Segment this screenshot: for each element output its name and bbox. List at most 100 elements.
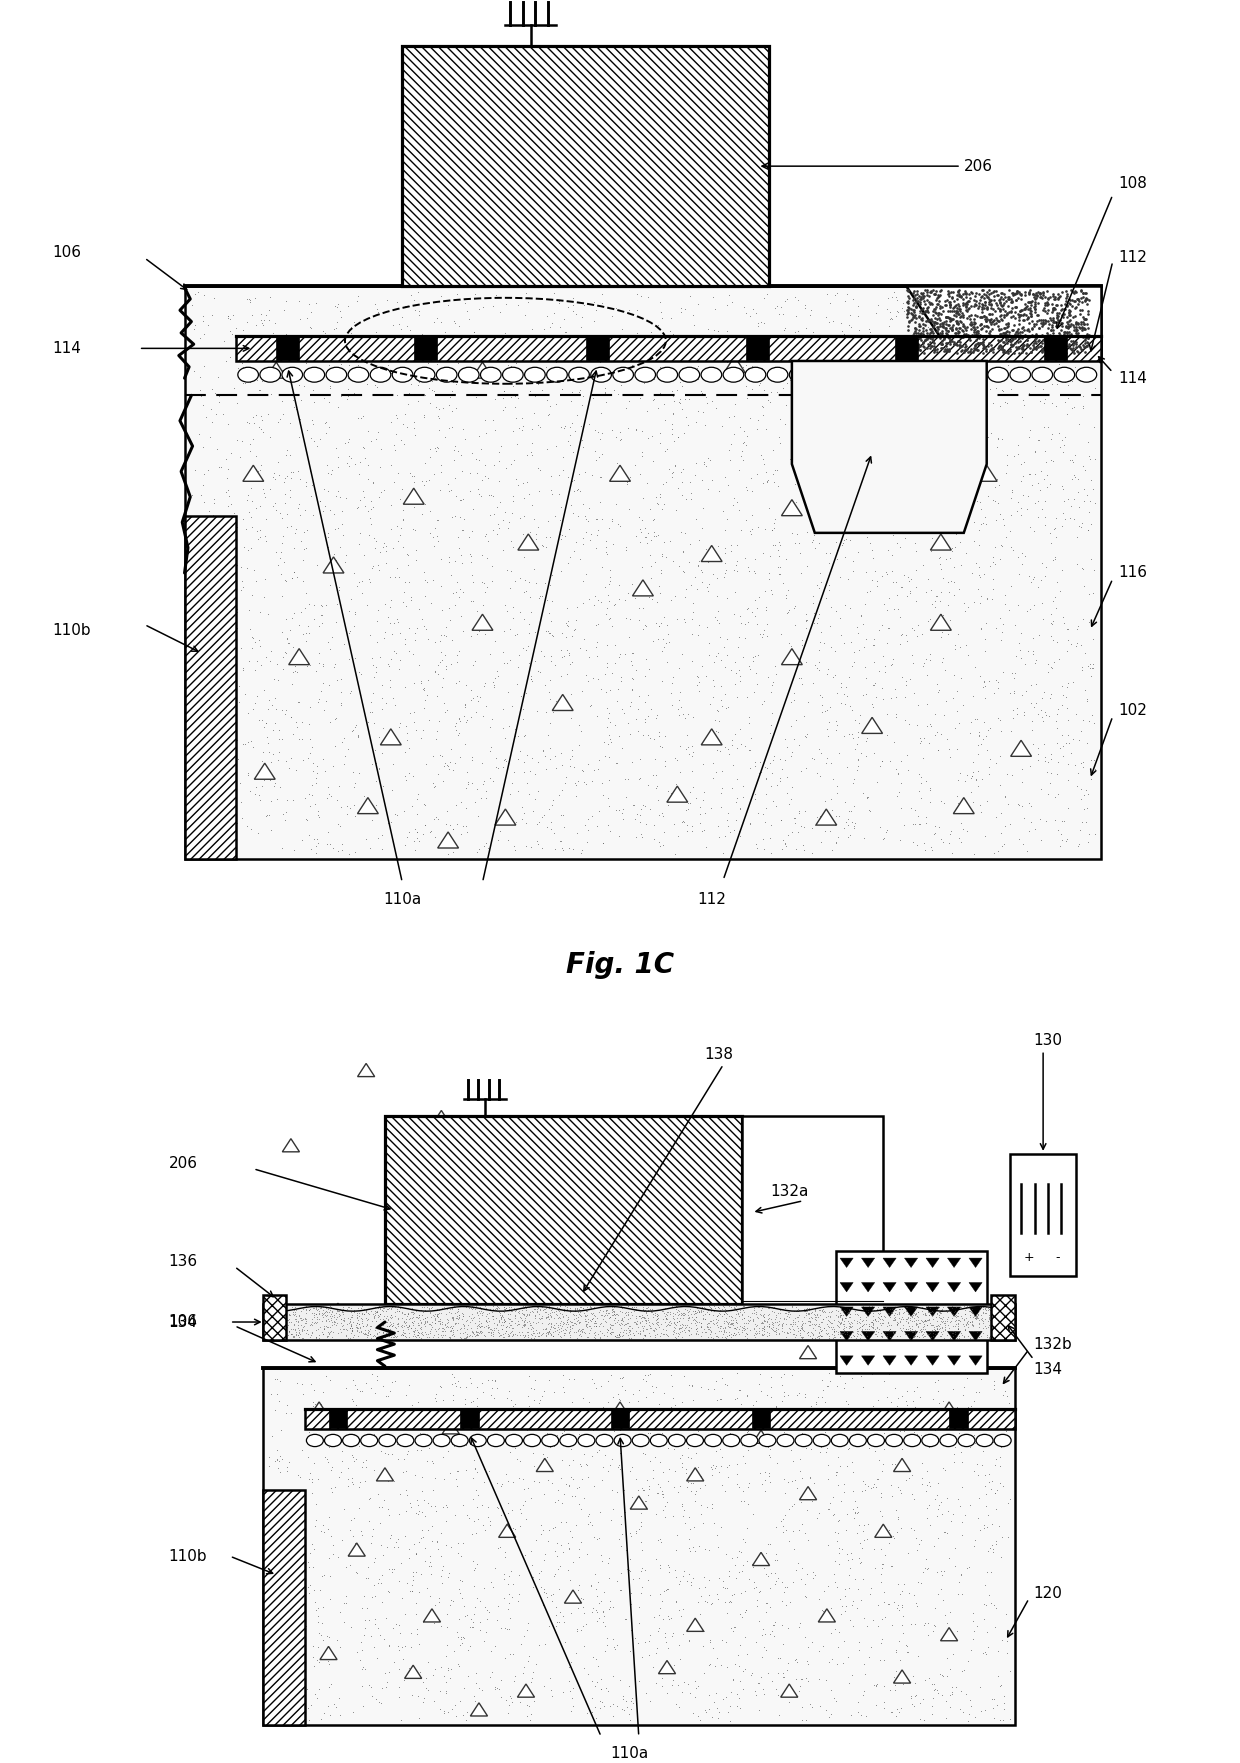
- Point: [303, 1292, 322, 1320]
- Point: [856, 665, 875, 693]
- Point: [640, 725, 660, 753]
- Polygon shape: [630, 1497, 647, 1509]
- Point: [363, 467, 383, 495]
- Point: [749, 1317, 769, 1345]
- Point: [724, 1313, 744, 1342]
- Ellipse shape: [1054, 367, 1075, 383]
- Point: [239, 430, 259, 458]
- Point: [376, 548, 396, 577]
- Point: [812, 1322, 832, 1350]
- Point: [776, 326, 796, 354]
- Point: [634, 1317, 653, 1345]
- Point: [649, 612, 668, 640]
- Point: [750, 1299, 770, 1328]
- Point: [646, 702, 666, 730]
- Point: [503, 446, 523, 474]
- Point: [399, 636, 419, 665]
- Point: [1032, 317, 1052, 346]
- Point: [181, 605, 201, 633]
- Point: [589, 797, 609, 825]
- Point: [843, 1477, 863, 1506]
- Point: [203, 552, 223, 580]
- Point: [906, 1299, 926, 1328]
- Point: [678, 1534, 698, 1562]
- Point: [528, 748, 548, 776]
- Point: [582, 1571, 601, 1599]
- Point: [425, 1315, 445, 1343]
- Point: [358, 1319, 378, 1347]
- Point: [391, 1294, 410, 1322]
- Point: [831, 1292, 851, 1320]
- Point: [1011, 636, 1030, 665]
- Point: [539, 1317, 559, 1345]
- Point: [311, 591, 331, 619]
- Point: [854, 1298, 874, 1326]
- Point: [348, 1313, 368, 1342]
- Point: [281, 1655, 301, 1684]
- Point: [955, 767, 975, 795]
- Point: [458, 1312, 477, 1340]
- Point: [810, 681, 830, 709]
- Point: [466, 1384, 486, 1412]
- Point: [272, 360, 291, 388]
- Point: [463, 1608, 482, 1636]
- Point: [419, 626, 439, 654]
- Point: [577, 1610, 596, 1638]
- Point: [546, 1317, 565, 1345]
- Point: [890, 629, 910, 658]
- Point: [553, 1372, 573, 1400]
- Point: [826, 811, 846, 839]
- Point: [357, 1319, 377, 1347]
- Point: [975, 1299, 994, 1328]
- Point: [874, 589, 894, 617]
- Point: [551, 1292, 570, 1320]
- Point: [864, 1315, 884, 1343]
- Point: [303, 1553, 322, 1581]
- Point: [848, 301, 868, 330]
- Point: [348, 1322, 368, 1350]
- Point: [513, 1308, 533, 1336]
- Point: [554, 1308, 574, 1336]
- Text: 130: 130: [1034, 1033, 1063, 1049]
- Point: [680, 1525, 699, 1553]
- Point: [915, 1544, 935, 1573]
- Point: [611, 425, 631, 453]
- Point: [975, 1571, 994, 1599]
- Point: [892, 663, 911, 691]
- Point: [337, 293, 357, 321]
- Point: [268, 1305, 288, 1333]
- Point: [456, 1322, 476, 1350]
- Point: [688, 1308, 708, 1336]
- Point: [309, 612, 329, 640]
- Point: [740, 1315, 760, 1343]
- Point: [928, 1312, 947, 1340]
- Point: [918, 564, 937, 592]
- Point: [905, 1393, 925, 1421]
- Point: [308, 1465, 327, 1493]
- Point: [980, 1305, 999, 1333]
- Point: [490, 816, 510, 844]
- Point: [591, 554, 611, 582]
- Point: [847, 756, 867, 785]
- Point: [888, 465, 908, 494]
- Point: [399, 1534, 419, 1562]
- Point: [960, 1298, 980, 1326]
- Point: [725, 670, 745, 698]
- Point: [404, 467, 424, 495]
- Point: [556, 1414, 575, 1442]
- Point: [634, 1365, 653, 1393]
- Point: [463, 587, 482, 615]
- Point: [398, 539, 418, 568]
- Point: [715, 539, 735, 568]
- Point: [263, 1306, 283, 1335]
- Point: [673, 1596, 693, 1624]
- Point: [573, 1315, 593, 1343]
- Point: [367, 1685, 387, 1714]
- Point: [337, 386, 357, 414]
- Point: [702, 1588, 722, 1617]
- Point: [1061, 629, 1081, 658]
- Point: [636, 1400, 656, 1428]
- Point: [381, 1322, 401, 1350]
- Point: [610, 1509, 630, 1537]
- Point: [714, 548, 734, 577]
